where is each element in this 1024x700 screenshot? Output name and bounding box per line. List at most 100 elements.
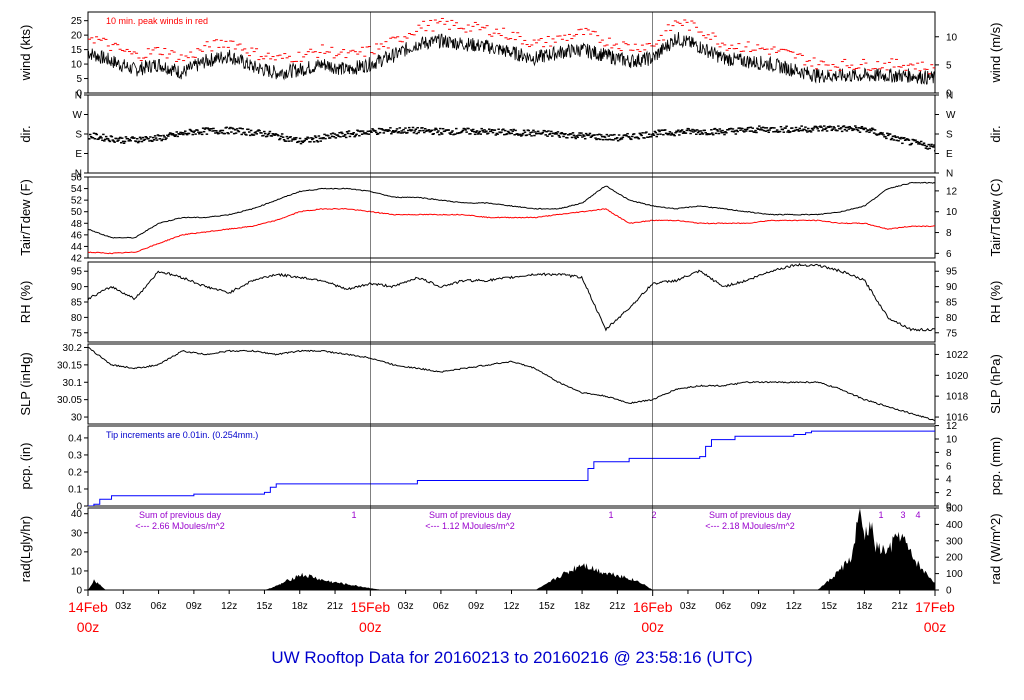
direction-point	[191, 133, 195, 136]
peak-wind-mark	[243, 48, 247, 50]
direction-point	[161, 138, 164, 141]
panel-5: 0 0.1 0.2 0.3 0.4 0 2 4 6 8 10 12 pcp. (in) pcp. (mm)…	[18, 421, 1003, 512]
peak-wind-mark	[104, 38, 108, 40]
direction-point	[364, 132, 368, 134]
direction-point	[630, 138, 633, 141]
direction-point	[311, 137, 315, 140]
direction-point	[881, 132, 884, 134]
peak-wind-mark	[551, 38, 555, 40]
peak-wind-mark	[775, 51, 779, 53]
direction-point	[305, 138, 308, 141]
direction-point	[855, 128, 859, 131]
direction-point	[782, 131, 786, 133]
direction-point	[685, 129, 689, 132]
peak-wind-mark	[255, 48, 259, 50]
peak-wind-mark	[812, 57, 816, 59]
direction-point	[605, 133, 609, 136]
date-label: 16Feb	[633, 599, 673, 615]
direction-point	[372, 129, 375, 131]
peak-wind-mark	[405, 37, 409, 39]
peak-wind-mark	[410, 34, 414, 36]
direction-point	[932, 146, 935, 148]
direction-point	[759, 128, 762, 131]
peak-wind-mark	[847, 67, 851, 69]
direction-point	[643, 137, 646, 139]
right-tick-label: 0	[946, 502, 952, 513]
direction-point	[240, 133, 243, 136]
direction-point	[693, 129, 696, 131]
right-tick-label: 85	[946, 298, 958, 309]
peak-wind-mark	[610, 47, 614, 49]
direction-point	[729, 127, 733, 130]
direction-point	[483, 129, 486, 131]
peak-wind-mark	[713, 35, 717, 37]
peak-wind-mark	[346, 52, 350, 54]
direction-point	[825, 130, 829, 132]
direction-point	[851, 129, 854, 132]
peak-wind-mark	[412, 34, 416, 36]
peak-wind-mark	[572, 35, 576, 37]
direction-point	[779, 125, 783, 128]
peak-wind-mark	[297, 51, 301, 53]
direction-point	[123, 140, 127, 143]
peak-wind-mark	[264, 55, 268, 57]
right-tick-label: 12	[946, 186, 958, 197]
direction-point	[253, 132, 257, 134]
x-tick-label: 09z	[750, 601, 766, 612]
direction-point	[808, 130, 812, 132]
direction-point	[868, 131, 871, 134]
direction-point	[914, 139, 917, 141]
direction-point	[736, 130, 739, 133]
peak-wind-mark	[130, 53, 134, 55]
peak-wind-mark	[219, 39, 223, 41]
direction-point	[817, 130, 820, 132]
direction-point	[497, 128, 500, 131]
direction-point	[334, 137, 338, 139]
peak-wind-mark	[113, 42, 117, 44]
direction-point	[389, 127, 392, 129]
peak-wind-mark	[666, 24, 670, 26]
peak-wind-mark	[313, 51, 317, 53]
peak-wind-mark	[429, 19, 433, 21]
peak-wind-mark	[504, 37, 508, 39]
peak-wind-mark	[259, 56, 263, 58]
direction-point	[317, 135, 321, 137]
direction-point	[709, 133, 712, 135]
peak-wind-mark	[165, 57, 169, 59]
direction-point	[391, 130, 395, 132]
peak-wind-mark	[902, 64, 906, 66]
peak-wind-mark	[567, 33, 571, 35]
direction-point	[903, 137, 906, 139]
peak-wind-mark	[718, 46, 722, 48]
direction-point	[668, 131, 672, 133]
peak-wind-mark	[283, 53, 287, 55]
peak-wind-mark	[671, 25, 675, 27]
peak-wind-mark	[287, 55, 291, 57]
peak-wind-mark	[424, 30, 428, 32]
peak-wind-mark	[690, 20, 694, 22]
direction-point	[103, 140, 106, 142]
peak-wind-mark	[212, 40, 216, 42]
direction-point	[600, 135, 604, 138]
peak-wind-mark	[118, 48, 122, 50]
direction-point	[256, 130, 259, 132]
direction-point	[478, 130, 482, 133]
direction-point	[599, 138, 602, 141]
peak-wind-mark	[389, 37, 393, 39]
direction-point	[785, 125, 788, 128]
direction-point	[414, 128, 418, 131]
direction-point	[615, 137, 618, 140]
right-tick-label: 300	[946, 536, 963, 547]
direction-point	[413, 130, 417, 132]
direction-point	[234, 132, 238, 134]
direction-point	[409, 130, 413, 132]
direction-point	[583, 137, 587, 140]
direction-point	[725, 132, 728, 134]
peak-wind-mark	[591, 30, 595, 32]
direction-point	[864, 127, 867, 130]
direction-point	[137, 140, 141, 143]
direction-point	[402, 128, 405, 131]
direction-point	[638, 132, 642, 135]
direction-point	[561, 132, 564, 135]
peak-wind-mark	[751, 49, 755, 51]
